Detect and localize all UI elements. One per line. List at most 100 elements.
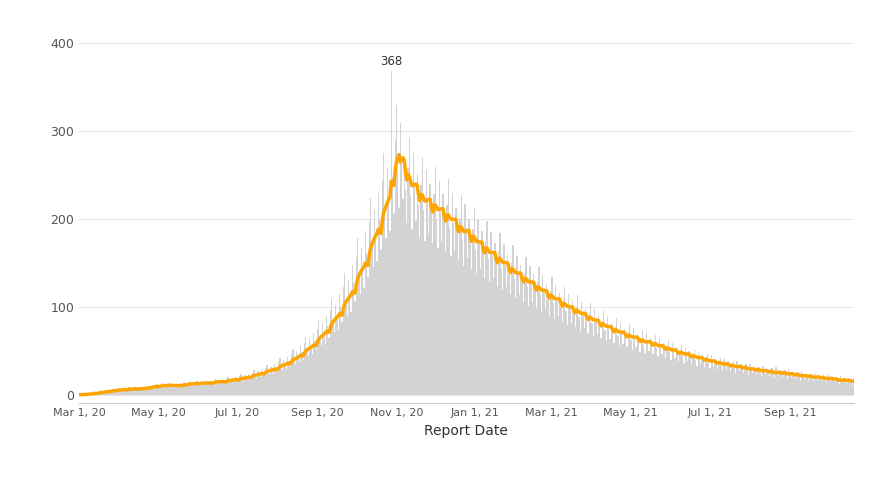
- Bar: [561, 322, 563, 395]
- Bar: [392, 177, 393, 395]
- Bar: [454, 250, 455, 395]
- Bar: [703, 360, 704, 395]
- Bar: [840, 376, 841, 395]
- Bar: [630, 340, 632, 395]
- Bar: [216, 382, 217, 395]
- Bar: [243, 381, 245, 395]
- Bar: [257, 371, 259, 395]
- Bar: [164, 387, 165, 395]
- Bar: [665, 358, 666, 395]
- Bar: [500, 233, 501, 395]
- Bar: [393, 213, 394, 395]
- Bar: [260, 377, 261, 395]
- Bar: [581, 302, 583, 395]
- Bar: [207, 383, 208, 395]
- Bar: [676, 347, 677, 395]
- Bar: [597, 334, 598, 395]
- Bar: [737, 367, 739, 395]
- Bar: [413, 153, 414, 395]
- Bar: [168, 387, 169, 395]
- Bar: [338, 330, 339, 395]
- Bar: [860, 384, 861, 395]
- Bar: [685, 348, 686, 395]
- Bar: [827, 374, 828, 395]
- Bar: [627, 332, 629, 395]
- Bar: [497, 286, 498, 395]
- Bar: [419, 237, 421, 395]
- Bar: [382, 180, 383, 395]
- Bar: [129, 389, 130, 395]
- Bar: [730, 371, 731, 395]
- Bar: [529, 266, 531, 395]
- Bar: [230, 382, 231, 395]
- Bar: [539, 295, 541, 395]
- Bar: [254, 375, 256, 395]
- Bar: [525, 257, 526, 395]
- Bar: [577, 295, 578, 395]
- Bar: [353, 282, 355, 395]
- Bar: [673, 351, 674, 395]
- Bar: [402, 199, 404, 395]
- Bar: [198, 383, 199, 395]
- Bar: [553, 303, 554, 395]
- Bar: [861, 382, 862, 395]
- Bar: [380, 249, 382, 395]
- Bar: [314, 341, 316, 395]
- Bar: [493, 278, 495, 395]
- Bar: [726, 369, 728, 395]
- Bar: [825, 382, 827, 395]
- Bar: [333, 320, 334, 395]
- Bar: [542, 275, 544, 395]
- Bar: [507, 255, 509, 395]
- Bar: [209, 381, 210, 395]
- Bar: [629, 324, 630, 395]
- Bar: [877, 387, 879, 395]
- Bar: [674, 358, 676, 395]
- Bar: [166, 386, 168, 395]
- Bar: [541, 312, 542, 395]
- Bar: [169, 383, 171, 395]
- Bar: [128, 387, 129, 395]
- Bar: [688, 351, 690, 395]
- Bar: [536, 308, 537, 395]
- Bar: [320, 345, 322, 395]
- Bar: [281, 366, 282, 395]
- Bar: [210, 382, 212, 395]
- Bar: [470, 244, 471, 395]
- Bar: [678, 361, 679, 395]
- Bar: [743, 373, 744, 395]
- Bar: [106, 390, 107, 395]
- Bar: [350, 312, 352, 395]
- Bar: [248, 373, 250, 395]
- Bar: [448, 180, 449, 395]
- Bar: [876, 385, 877, 395]
- Bar: [311, 346, 312, 395]
- Bar: [572, 301, 573, 395]
- Bar: [312, 354, 313, 395]
- Bar: [810, 373, 811, 395]
- Bar: [171, 385, 172, 395]
- Bar: [253, 370, 254, 395]
- Bar: [143, 389, 144, 395]
- Bar: [240, 374, 242, 395]
- Bar: [366, 253, 367, 395]
- Bar: [569, 308, 570, 395]
- Bar: [833, 382, 835, 395]
- Bar: [313, 333, 314, 395]
- Bar: [327, 326, 328, 395]
- Bar: [632, 350, 633, 395]
- Bar: [183, 382, 185, 395]
- Bar: [603, 311, 605, 395]
- Bar: [473, 208, 475, 395]
- Bar: [186, 386, 187, 395]
- Bar: [235, 377, 237, 395]
- Bar: [246, 377, 247, 395]
- Bar: [564, 287, 566, 395]
- Bar: [797, 372, 798, 395]
- Bar: [176, 386, 177, 395]
- Bar: [204, 385, 205, 395]
- Bar: [558, 316, 559, 395]
- Bar: [114, 391, 116, 395]
- Bar: [86, 394, 88, 395]
- Bar: [621, 333, 622, 395]
